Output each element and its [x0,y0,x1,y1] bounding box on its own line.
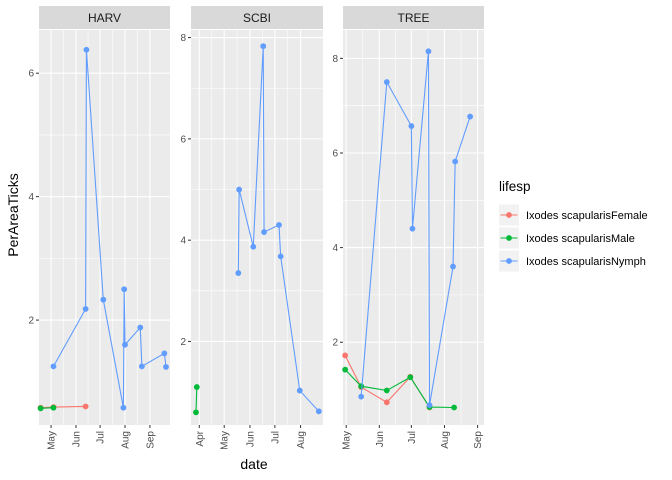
panel-background [191,30,323,425]
data-point-ixodes-scapularisnymph [250,243,257,250]
x-tick-label: May [47,431,58,450]
facet-strip [191,6,323,29]
legend-item: Ixodes scapularisMale [499,227,635,249]
data-point-ixodes-scapularisnymph [161,350,168,357]
facet-strip [343,6,484,29]
data-point-ixodes-scapularismale [358,383,365,390]
legend-label: Ixodes scapularisFemale [526,210,648,222]
data-point-ixodes-scapularisnymph [358,393,365,400]
legend-label: Ixodes scapularisMale [526,233,635,245]
y-tick-label: 8 [180,33,186,44]
legend-item: Ixodes scapularisNymph [499,250,646,272]
panel-scbi: SCBI 2 4 6 8 Apr May Jun Jul Aug [180,6,323,450]
y-tick-label: 6 [332,148,338,159]
x-tick-label: Jul [407,431,418,444]
x-tick-label: Jun [71,431,82,447]
y-tick-label: 4 [28,192,34,203]
y-tick-label: 6 [180,134,186,145]
panel-background [39,30,170,425]
data-point-ixodes-scapularisnymph [408,123,415,129]
data-point-ixodes-scapularisnymph [409,225,416,232]
x-tick-label: Jun [375,431,386,447]
x-tick-label: Jun [245,431,256,447]
y-tick-label: 2 [180,337,186,348]
facet-strip-label: SCBI [243,11,271,25]
data-point-ixodes-scapularismale [50,404,57,411]
series-line-ixodes-scapularismale [344,369,455,409]
data-point-ixodes-scapularisnymph [120,404,127,411]
data-point-ixodes-scapularismale [37,405,44,412]
data-point-ixodes-scapularisnymph [276,222,282,228]
y-tick-label: 6 [28,69,34,80]
data-point-ixodes-scapularisnymph [315,408,322,415]
legend-label: Ixodes scapularisNymph [526,256,646,268]
x-tick-label: May [342,431,353,450]
x-tick-label: Aug [440,431,451,449]
x-tick-label: Jul [270,431,281,444]
data-point-ixodes-scapularisfemale [82,403,89,410]
data-point-ixodes-scapularisnymph [50,363,57,370]
y-tick-label: 4 [332,243,338,254]
data-point-ixodes-scapularisnymph [450,263,456,270]
series-line-ixodes-scapularismale [195,387,198,413]
data-point-ixodes-scapularisnymph [467,113,474,120]
data-point-ixodes-scapularisfemale [342,352,349,359]
data-point-ixodes-scapularisnymph [452,158,459,165]
panel-harv: HARV 2 4 6 May Jun Jul Aug Sep [28,6,170,450]
legend-key-point [506,212,512,218]
facet-strip [39,6,170,29]
data-point-ixodes-scapularisnymph [83,46,90,53]
x-tick-label: Aug [120,431,131,449]
data-point-ixodes-scapularisnymph [261,229,267,235]
facet-strip-label: HARV [88,11,121,25]
data-point-ixodes-scapularisnymph [163,364,169,370]
chart-panels: HARV 2 4 6 May Jun Jul Aug Sep SCBI 2 4 6 8 Apr May Jun J… [28,6,484,450]
data-point-ixodes-scapularisnymph [138,363,145,370]
y-tick-label: 2 [332,338,338,349]
data-point-ixodes-scapularismale [193,384,200,390]
data-point-ixodes-scapularisfemale [383,399,390,406]
x-tick-label: Jul [96,431,107,444]
x-tick-label: Sep [145,431,156,449]
data-point-ixodes-scapularismale [342,366,349,373]
data-point-ixodes-scapularisnymph [82,306,89,312]
data-point-ixodes-scapularisnymph [121,286,128,293]
x-axis-title: date [240,456,267,472]
data-point-ixodes-scapularismale [407,374,414,381]
legend-title: lifesp [499,179,531,194]
data-point-ixodes-scapularisnymph [260,43,267,50]
y-tick-label: 2 [28,316,34,327]
data-point-ixodes-scapularisnymph [236,186,243,193]
legend-keys: Ixodes scapularisFemale Ixodes scapularis… [499,204,648,272]
y-tick-label: 4 [180,236,186,247]
data-point-ixodes-scapularisnymph [137,324,144,331]
x-tick-label: Aug [296,431,307,449]
data-point-ixodes-scapularismale [383,387,390,394]
legend-key-point [506,258,512,264]
data-point-ixodes-scapularisnymph [100,296,107,303]
data-point-ixodes-scapularisnymph [277,253,284,260]
y-axis-title: PerAreaTicks [5,173,21,257]
data-point-ixodes-scapularisnymph [235,270,242,276]
facet-strip-label: TREE [397,11,429,25]
data-point-ixodes-scapularisnymph [426,402,433,409]
data-point-ixodes-scapularisnymph [383,79,390,85]
x-tick-label: Sep [473,431,484,449]
data-point-ixodes-scapularisnymph [296,387,303,394]
x-tick-label: May [220,431,231,450]
legend-key-point [506,235,512,241]
data-point-ixodes-scapularismale [193,409,199,416]
data-point-ixodes-scapularismale [451,404,457,411]
legend-item: Ixodes scapularisFemale [499,204,648,226]
x-tick-label: Apr [195,430,206,446]
y-tick-label: 8 [332,54,338,65]
data-point-ixodes-scapularisnymph [425,48,432,55]
panel-tree: TREE 2 4 6 8 May Jun Jul Aug Sep [332,6,484,450]
data-point-ixodes-scapularisnymph [122,341,128,348]
